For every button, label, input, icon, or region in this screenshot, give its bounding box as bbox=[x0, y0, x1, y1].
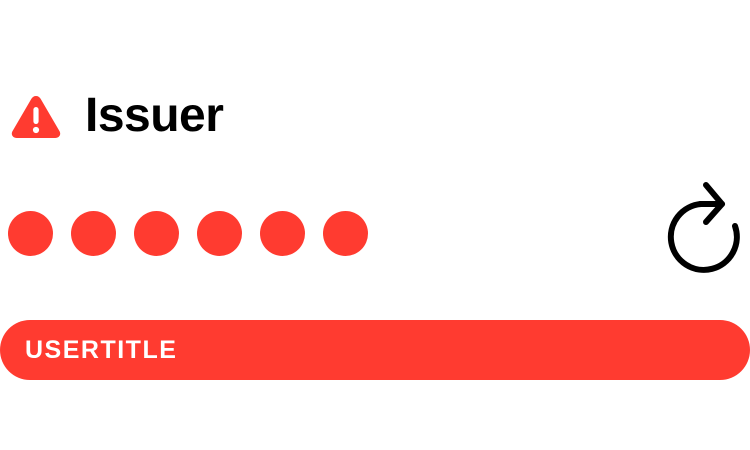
masked-code bbox=[8, 210, 368, 256]
code-digit-dot bbox=[8, 210, 53, 256]
refresh-button[interactable] bbox=[665, 181, 745, 279]
issuer-label: Issuer bbox=[85, 89, 224, 142]
issuer-header: Issuer bbox=[10, 88, 224, 144]
code-digit-dot bbox=[71, 210, 116, 256]
refresh-icon bbox=[665, 181, 745, 279]
code-digit-dot bbox=[323, 210, 368, 256]
user-title: USERTITLE bbox=[25, 335, 178, 364]
code-digit-dot bbox=[134, 210, 179, 256]
warning-icon bbox=[10, 93, 62, 139]
code-digit-dot bbox=[260, 210, 305, 256]
user-title-bar: USERTITLE bbox=[0, 320, 750, 380]
code-digit-dot bbox=[197, 210, 242, 256]
